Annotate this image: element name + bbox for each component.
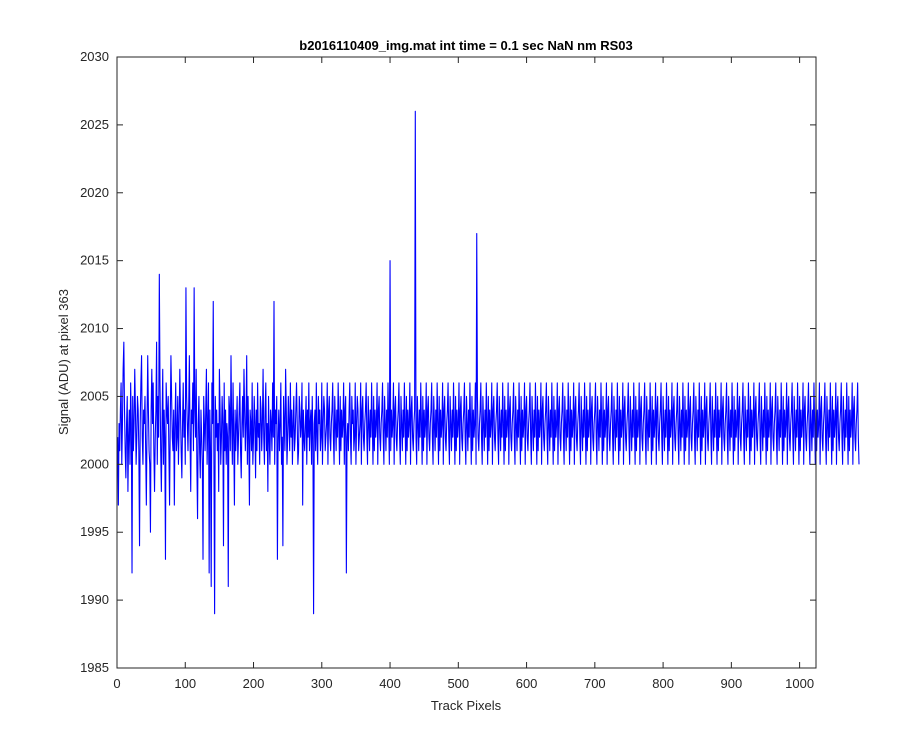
plot-area: [117, 57, 816, 668]
x-tick-label: 200: [243, 676, 265, 691]
series-line-0: [117, 110, 860, 615]
y-axis-label: Signal (ADU) at pixel 363: [56, 289, 71, 435]
y-tick-label: 2020: [80, 185, 109, 200]
x-tick-label: 100: [174, 676, 196, 691]
x-tick-label: 600: [516, 676, 538, 691]
x-tick-label: 400: [379, 676, 401, 691]
x-tick-label: 500: [447, 676, 469, 691]
y-tick-label: 2030: [80, 49, 109, 64]
y-tick-label: 2025: [80, 117, 109, 132]
axes-box: [116, 56, 817, 669]
x-tick-label: 0: [113, 676, 120, 691]
x-tick-label: 900: [721, 676, 743, 691]
y-tick-label: 2015: [80, 253, 109, 268]
y-tick-label: 2005: [80, 388, 109, 403]
y-tick-label: 2010: [80, 321, 109, 336]
series-group: [117, 110, 860, 615]
y-tick-label: 1990: [80, 592, 109, 607]
y-tick-label: 2000: [80, 456, 109, 471]
x-tick-label: 700: [584, 676, 606, 691]
x-tick-label: 800: [652, 676, 674, 691]
x-axis-label: Track Pixels: [431, 698, 502, 713]
y-tick-label: 1995: [80, 524, 109, 539]
y-tick-label: 1985: [80, 660, 109, 675]
x-axis-ticks: 0 100 200 300 400 500 600 700 800 900 1000: [113, 57, 814, 691]
x-tick-label: 300: [311, 676, 333, 691]
y-axis-ticks: 1985 1990 1995 2000 2005 2010 2015 2020 2025 2030: [80, 49, 816, 675]
x-tick-label: 1000: [785, 676, 814, 691]
chart-title: b2016110409_img.mat int time = 0.1 sec N…: [299, 38, 632, 53]
